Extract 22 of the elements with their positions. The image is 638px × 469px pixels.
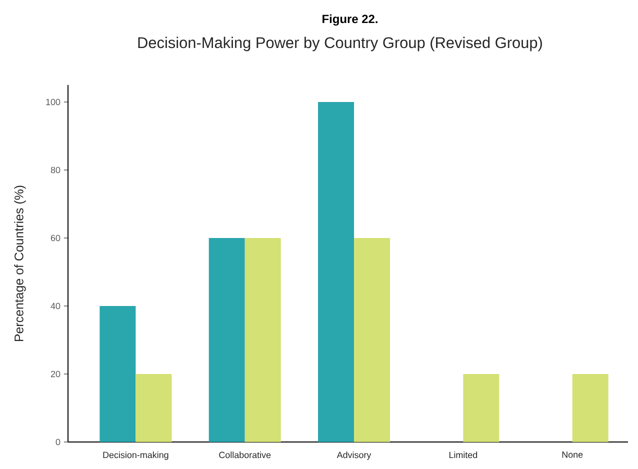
bar (244, 238, 281, 442)
bar (208, 238, 245, 442)
y-tick-label: 80 (50, 166, 60, 174)
x-tick-label: Limited (449, 452, 478, 458)
y-tick-label: 20 (50, 370, 60, 378)
chart-subtitle: Decision-Making Power by Country Group (Revised Group) (138, 36, 542, 52)
y-tick-label: 100 (46, 98, 60, 106)
bar (354, 238, 390, 442)
y-tick-label: 0 (56, 438, 60, 446)
y-tick-label: 60 (50, 234, 60, 242)
y-axis-title: Percentage of Countries (%) (14, 186, 26, 342)
x-tick-label: Collaborative (219, 452, 271, 458)
bar (463, 374, 500, 442)
x-tick-label: None (562, 452, 583, 458)
x-tick-label: Advisory (336, 452, 372, 460)
bar (136, 374, 172, 442)
x-tick-label: Decision-making (103, 452, 168, 460)
bar (318, 102, 354, 442)
bar (100, 306, 136, 442)
y-tick-label: 40 (50, 302, 60, 310)
chart-title: Figure 22. (322, 14, 378, 26)
bar (572, 374, 608, 442)
